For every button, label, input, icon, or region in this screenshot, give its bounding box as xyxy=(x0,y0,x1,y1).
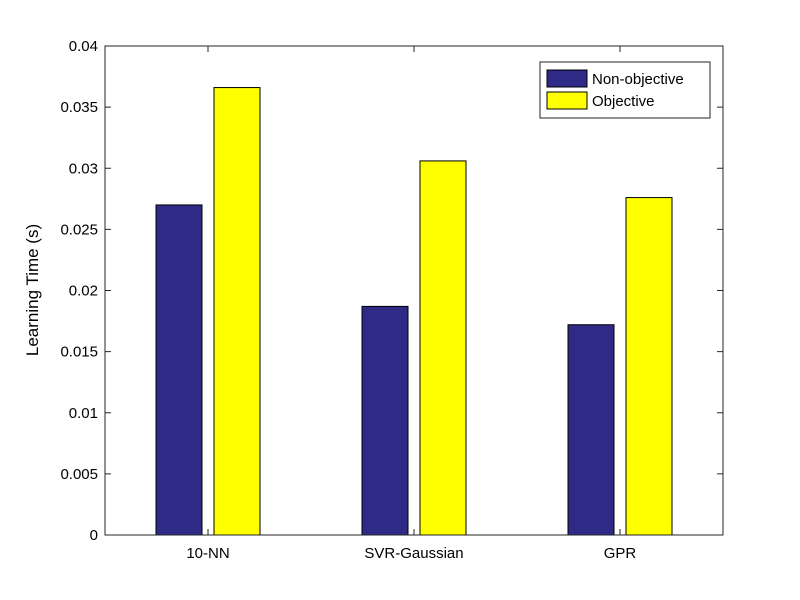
legend: Non-objective Objective xyxy=(539,61,711,119)
y-axis-label: Learning Time (s) xyxy=(23,224,42,356)
y-tick-label: 0.03 xyxy=(69,160,98,177)
legend-label: Non-objective xyxy=(592,71,684,88)
legend-swatch xyxy=(546,91,588,110)
y-tick-label: 0.025 xyxy=(60,221,98,238)
bar-non-objective-10-nn xyxy=(155,204,203,536)
y-tick-label: 0 xyxy=(90,527,98,544)
bar-objective-gpr xyxy=(625,197,673,536)
legend-swatch xyxy=(546,69,588,88)
x-tick-label: 10-NN xyxy=(186,545,229,562)
bar-non-objective-svr-gaussian xyxy=(361,305,409,536)
legend-label: Objective xyxy=(592,93,655,110)
bar-non-objective-gpr xyxy=(567,324,615,536)
y-tick-label: 0.04 xyxy=(69,38,98,55)
y-tick-label: 0.01 xyxy=(69,405,98,422)
bar-objective-svr-gaussian xyxy=(419,160,467,536)
y-axis: 0 0.005 0.01 0.015 0.02 0.025 0.03 0.035 0.04 xyxy=(60,38,723,544)
x-tick-label: SVR-Gaussian xyxy=(364,545,463,562)
bar-objective-10-nn xyxy=(213,87,261,536)
x-tick-label: GPR xyxy=(604,545,637,562)
y-tick-label: 0.015 xyxy=(60,344,98,361)
x-axis: 10-NN SVR-Gaussian GPR xyxy=(186,46,636,562)
y-tick-label: 0.005 xyxy=(60,466,98,483)
y-tick-label: 0.02 xyxy=(69,283,98,300)
bars-group xyxy=(155,87,673,536)
y-tick-label: 0.035 xyxy=(60,99,98,116)
plot-area xyxy=(105,46,723,535)
